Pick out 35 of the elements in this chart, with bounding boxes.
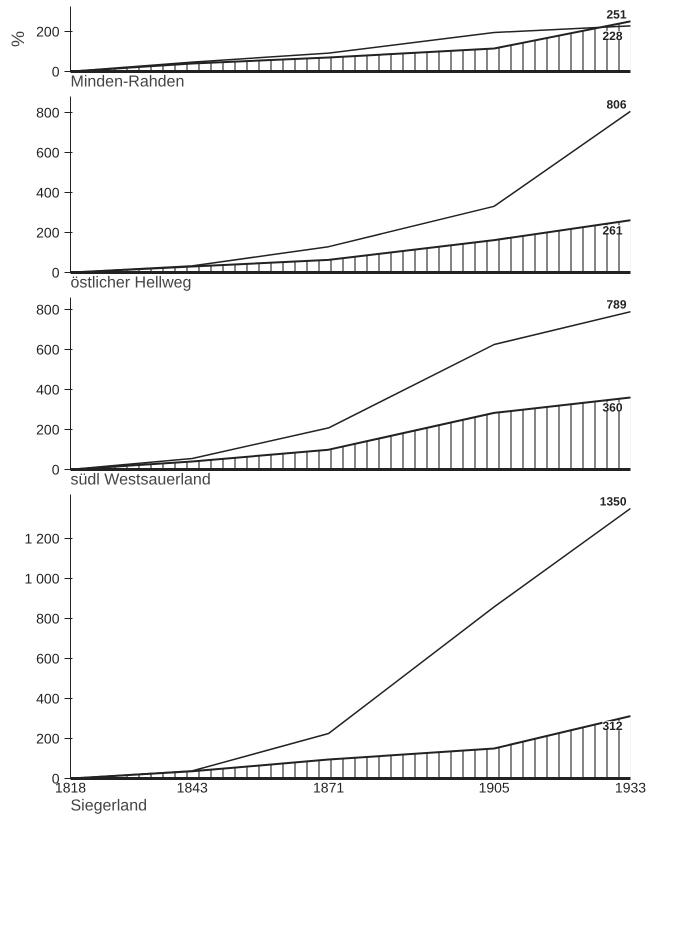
y-tick-label: 1 000	[24, 570, 60, 586]
y-tick-label: 200	[36, 422, 60, 438]
y-tick-label: 200	[36, 730, 60, 746]
y-tick-label: 0	[52, 264, 60, 280]
y-tick-label: 800	[36, 302, 60, 318]
y-tick-label: 800	[36, 104, 60, 120]
x-tick-label: 1905	[478, 780, 510, 796]
data-label: 1350	[600, 494, 627, 508]
y-tick-label: 0	[52, 64, 60, 80]
y-tick-label: 400	[36, 690, 60, 706]
data-label: 360	[602, 400, 623, 414]
data-label: 789	[606, 298, 627, 312]
text: östlicher Hellweg	[70, 274, 192, 292]
x-tick-label: 1871	[313, 780, 344, 796]
text: südl Westsauerland	[70, 472, 211, 488]
data-label: 251	[606, 7, 627, 22]
y-tick-label: 200	[36, 224, 60, 240]
y-tick-label: 200	[36, 24, 60, 40]
y-tick-label: 600	[36, 650, 60, 666]
data-label: 261	[602, 223, 623, 238]
text: Siegerland	[70, 798, 147, 814]
y-tick-label: 400	[36, 184, 60, 200]
y-tick-label: 600	[36, 342, 60, 358]
text: Minden-Rahden	[70, 74, 184, 90]
y-tick-label: 600	[36, 144, 60, 160]
x-tick-label: 1843	[176, 780, 208, 796]
data-label: 228	[602, 28, 623, 43]
y-axis-title: %	[8, 30, 28, 47]
y-tick-label: 400	[36, 382, 60, 398]
data-label: 312	[602, 719, 623, 734]
y-tick-label: 0	[52, 462, 60, 478]
y-tick-label: 800	[36, 610, 60, 626]
data-label: 806	[606, 97, 627, 112]
x-tick-label: 1933	[614, 780, 646, 796]
y-tick-label: 1 200	[24, 530, 60, 546]
